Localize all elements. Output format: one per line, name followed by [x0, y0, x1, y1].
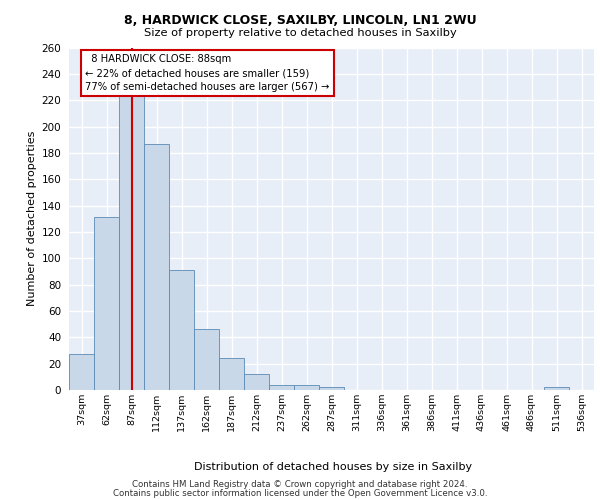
Bar: [269, 384, 294, 390]
Bar: [119, 90, 144, 390]
Text: Size of property relative to detached houses in Saxilby: Size of property relative to detached ho…: [143, 28, 457, 38]
Text: 8, HARDWICK CLOSE, SAXILBY, LINCOLN, LN1 2WU: 8, HARDWICK CLOSE, SAXILBY, LINCOLN, LN1…: [124, 14, 476, 27]
Text: Contains public sector information licensed under the Open Government Licence v3: Contains public sector information licen…: [113, 488, 487, 498]
Bar: [294, 384, 319, 390]
Bar: [69, 354, 94, 390]
Bar: [144, 144, 169, 390]
Text: Contains HM Land Registry data © Crown copyright and database right 2024.: Contains HM Land Registry data © Crown c…: [132, 480, 468, 489]
Text: 8 HARDWICK CLOSE: 88sqm
← 22% of detached houses are smaller (159)
77% of semi-d: 8 HARDWICK CLOSE: 88sqm ← 22% of detache…: [85, 54, 329, 92]
Y-axis label: Number of detached properties: Number of detached properties: [28, 131, 37, 306]
Bar: [244, 374, 269, 390]
Bar: [544, 388, 569, 390]
Bar: [219, 358, 244, 390]
Bar: [94, 218, 119, 390]
Bar: [194, 330, 219, 390]
Text: Distribution of detached houses by size in Saxilby: Distribution of detached houses by size …: [194, 462, 472, 472]
Bar: [169, 270, 194, 390]
Bar: [319, 388, 344, 390]
